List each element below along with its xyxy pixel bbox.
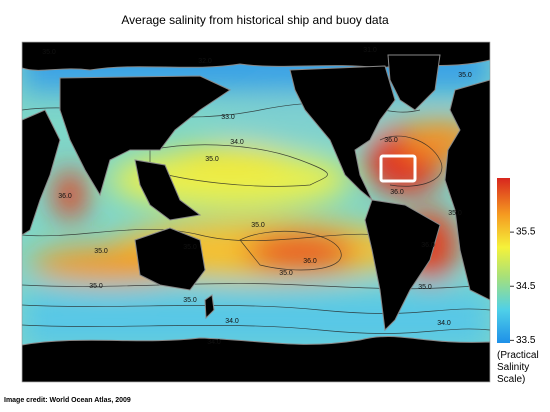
colorbar	[497, 178, 510, 343]
contour-label: 36.0	[303, 258, 317, 265]
contour-label: 34.0	[225, 318, 239, 325]
contour-label: 31.0	[363, 47, 377, 54]
credit: Image credit: World Ocean Atlas, 2009	[4, 397, 131, 404]
salinity-map: 35.0 32.0 31.0 35.0 33.0 34.0 35.0 36.0 36.0 36.0…	[22, 42, 490, 382]
highlight-box	[379, 154, 417, 183]
contour-label: 34.0	[207, 339, 221, 346]
colorbar-tick-label: 33.5	[516, 335, 536, 346]
contour-label: 35.0	[205, 156, 219, 163]
contour-label: 35.0	[183, 297, 197, 304]
contour-label: 36.0	[384, 137, 398, 144]
contour-label: 35.0	[42, 49, 56, 56]
contour-label: 33.0	[221, 114, 235, 121]
colorbar-tick-label: 34.5	[516, 281, 536, 292]
contour-label: 35.0	[183, 244, 197, 251]
contour-label: 36.0	[58, 193, 72, 200]
contour-label: 34.0	[437, 320, 451, 327]
contour-label: 35.0	[251, 222, 265, 229]
contour-label: 35.0	[418, 284, 432, 291]
title: Average salinity from historical ship an…	[121, 13, 389, 27]
contour-label: 36.0	[421, 242, 435, 249]
contour-label: 35.0	[94, 248, 108, 255]
contour-label: 32.0	[198, 58, 212, 65]
map-frame	[21, 41, 491, 383]
colorbar-label: (Practical Salinity Scale)	[497, 350, 539, 385]
contour-label: 35.0	[279, 270, 293, 277]
contour-label: 35.0	[448, 210, 462, 217]
contour-label: 36.0	[390, 189, 404, 196]
contour-label: 34.0	[230, 139, 244, 146]
contour-label: 35.0	[458, 72, 472, 79]
colorbar-tick-label: 35.5	[516, 227, 536, 238]
contour-label: 35.0	[89, 283, 103, 290]
